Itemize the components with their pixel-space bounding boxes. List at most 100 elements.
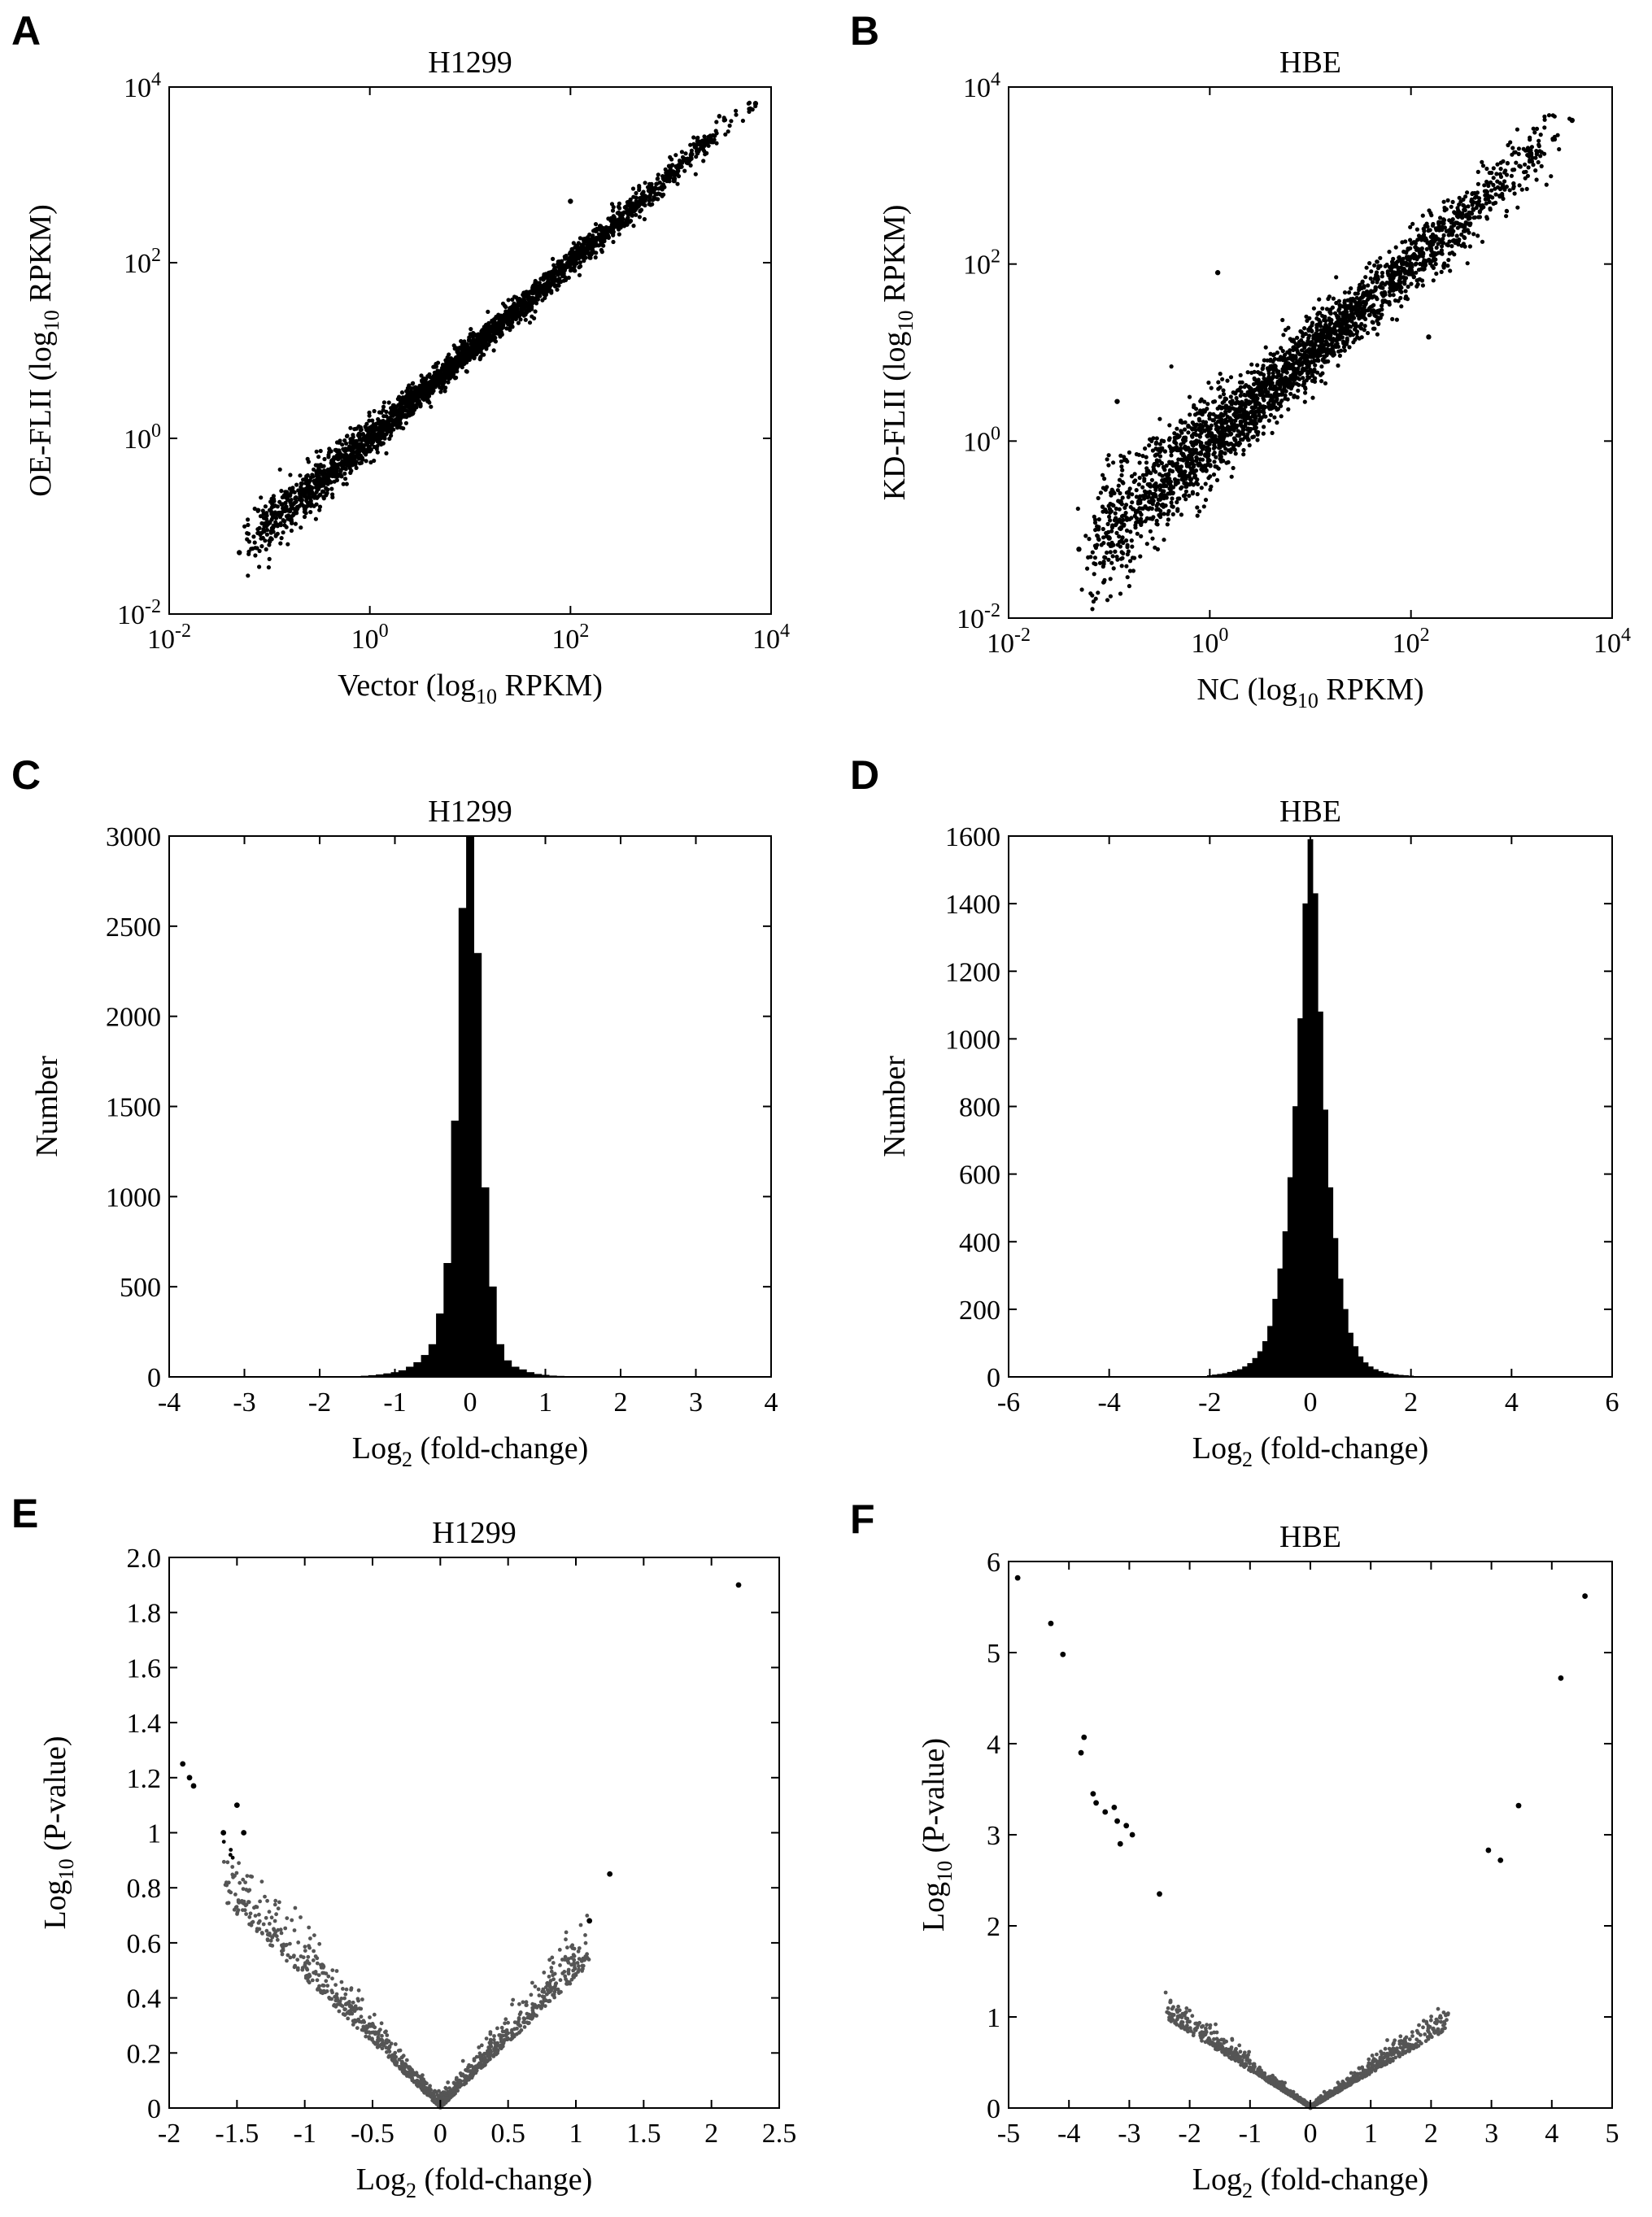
- data-point: [1266, 418, 1271, 423]
- data-point: [1228, 375, 1234, 380]
- data-point: [1119, 514, 1125, 519]
- data-point: [1431, 278, 1436, 283]
- data-point: [1111, 542, 1116, 547]
- data-point: [1139, 512, 1144, 517]
- data-point: [478, 344, 484, 349]
- data-point: [300, 490, 305, 494]
- data-point: [1557, 146, 1562, 152]
- data-point: [1105, 521, 1110, 527]
- data-point: [1305, 355, 1310, 359]
- data-point: [1430, 264, 1435, 268]
- data-point: [1175, 499, 1179, 505]
- data-point: [1210, 431, 1214, 436]
- data-point: [358, 455, 364, 460]
- data-point: [427, 373, 432, 378]
- data-point: [1212, 399, 1218, 404]
- data-point: [1169, 500, 1174, 505]
- data-point: [1532, 130, 1537, 135]
- data-point: [1115, 488, 1120, 493]
- data-point: [660, 194, 665, 198]
- data-point: [1382, 298, 1388, 303]
- data-point: [1409, 281, 1414, 286]
- data-point: [543, 272, 548, 277]
- data-point: [1223, 396, 1227, 401]
- data-point: [1147, 499, 1152, 504]
- data-point: [1187, 494, 1192, 499]
- data-point: [1288, 354, 1293, 359]
- data-point: [375, 438, 380, 442]
- data-point: [338, 455, 342, 460]
- data-point: [1310, 320, 1315, 325]
- data-point: [1441, 217, 1446, 222]
- data-point: [1308, 368, 1313, 372]
- data-point: [316, 476, 321, 481]
- data-point: [1302, 385, 1308, 390]
- data-point: [318, 462, 323, 468]
- data-point: [1461, 203, 1466, 207]
- data-point: [530, 298, 534, 303]
- data-point: [693, 172, 698, 176]
- data-point: [377, 425, 382, 430]
- data-point: [459, 355, 464, 359]
- data-point: [592, 228, 598, 233]
- data-point: [326, 452, 331, 457]
- data-point: [611, 233, 616, 237]
- data-point: [1255, 438, 1260, 442]
- data-point: [660, 174, 665, 179]
- data-point: [1490, 195, 1495, 200]
- data-point: [1430, 223, 1436, 228]
- data-point: [1166, 491, 1170, 496]
- data-point: [1262, 414, 1266, 419]
- data-point: [1115, 557, 1120, 562]
- data-point: [367, 435, 373, 442]
- data-point: [1446, 258, 1451, 263]
- data-point: [551, 256, 556, 261]
- data-point: [631, 224, 636, 229]
- data-point: [626, 199, 631, 204]
- data-point: [1203, 498, 1209, 503]
- data-point: [1190, 491, 1195, 496]
- data-point: [1292, 376, 1297, 381]
- data-point: [1380, 274, 1384, 279]
- data-point: [1167, 436, 1172, 441]
- data-point: [352, 427, 357, 432]
- data-point: [288, 500, 293, 505]
- data-point: [1188, 412, 1192, 417]
- data-point: [1383, 292, 1388, 297]
- data-point: [410, 406, 415, 411]
- data-point: [1391, 256, 1396, 261]
- data-point: [299, 498, 304, 503]
- data-point: [252, 540, 257, 545]
- data-point: [1336, 324, 1341, 329]
- data-point: [1130, 544, 1135, 549]
- data-point: [1111, 566, 1116, 571]
- data-point: [344, 481, 349, 486]
- data-point: [543, 287, 548, 292]
- panel-title: HBE: [1279, 46, 1341, 80]
- data-point: [1242, 416, 1247, 420]
- data-point: [1452, 252, 1457, 257]
- data-point: [1347, 290, 1352, 295]
- data-point: [1322, 316, 1327, 320]
- data-point: [1449, 244, 1454, 249]
- data-point: [1447, 251, 1452, 256]
- data-point: [517, 303, 521, 307]
- data-point: [1106, 463, 1111, 468]
- data-point: [329, 458, 334, 463]
- data-point: [491, 348, 496, 353]
- data-point: [1283, 396, 1288, 401]
- data-point: [258, 532, 263, 538]
- data-point: [407, 383, 412, 388]
- data-point: [429, 404, 434, 409]
- data-point: [336, 462, 342, 467]
- data-point: [1198, 440, 1203, 446]
- panel-letter: A: [11, 8, 41, 54]
- data-point: [1302, 345, 1307, 351]
- data-point: [379, 441, 384, 446]
- data-point: [1119, 564, 1124, 568]
- data-point: [1134, 488, 1139, 493]
- data-point: [1127, 516, 1132, 522]
- data-point: [580, 254, 586, 259]
- data-point: [1533, 155, 1538, 160]
